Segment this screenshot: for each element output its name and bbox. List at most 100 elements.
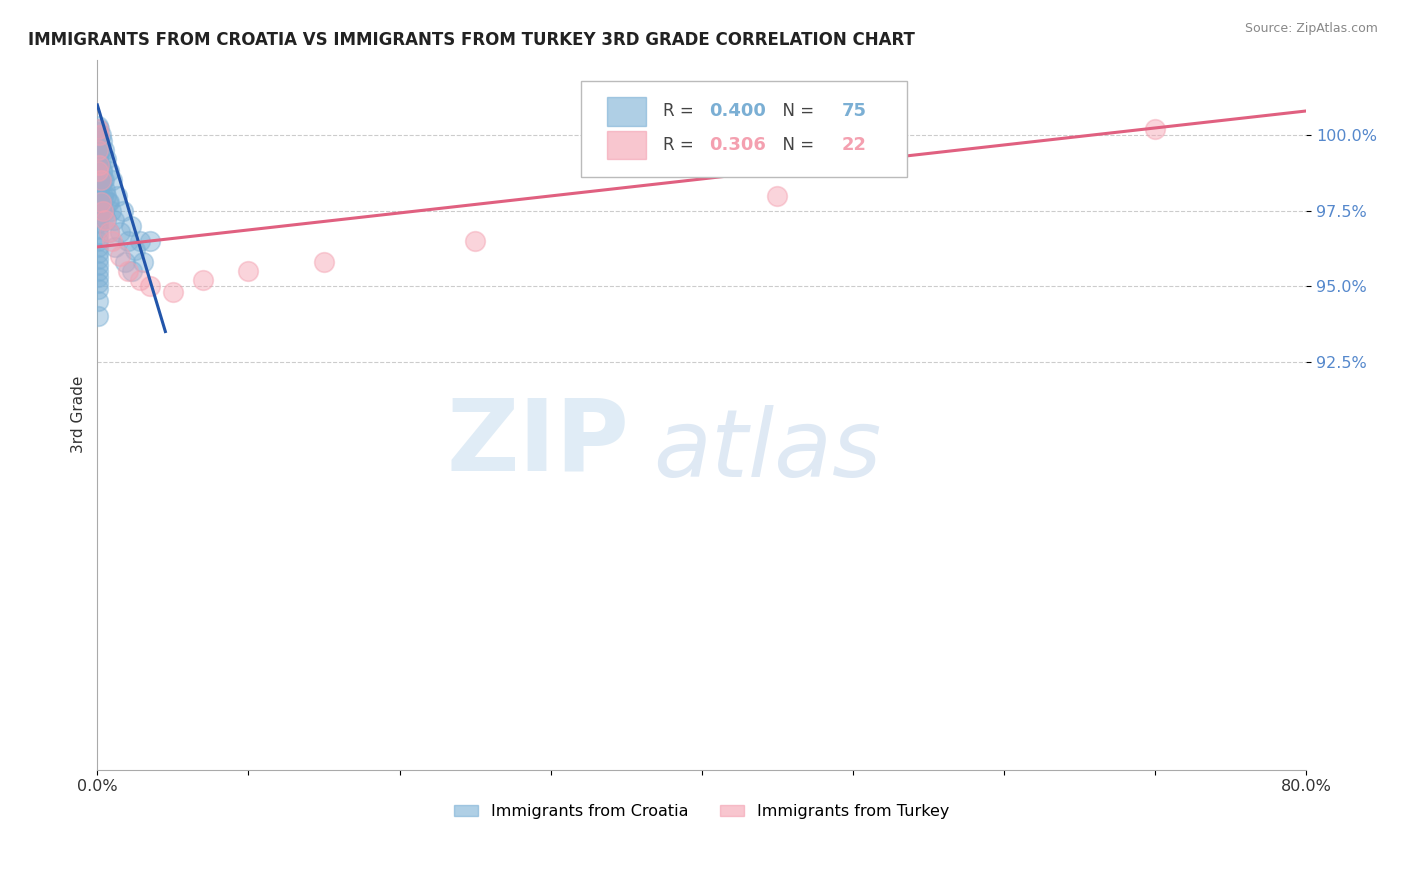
Point: [108, 225, 131, 239]
Point: [89, 194, 111, 209]
Point: [90, 128, 112, 142]
Point: [87, 119, 110, 133]
Point: [87, 203, 110, 218]
Point: [93, 173, 115, 187]
Point: [87, 143, 110, 157]
Point: [91, 173, 114, 187]
Point: [89, 207, 111, 221]
Point: [117, 264, 139, 278]
Point: [128, 273, 150, 287]
Point: [91, 164, 114, 178]
Point: [87, 149, 110, 163]
Point: [90, 164, 112, 178]
Point: [87, 173, 110, 187]
Point: [89, 170, 111, 185]
Point: [87, 234, 110, 248]
Y-axis label: 3rd Grade: 3rd Grade: [72, 376, 86, 453]
Text: R =: R =: [664, 103, 699, 120]
Point: [464, 234, 486, 248]
Point: [94, 212, 117, 227]
Point: [93, 203, 115, 218]
Point: [101, 234, 124, 248]
Point: [89, 143, 111, 157]
Point: [87, 125, 110, 139]
Point: [120, 219, 142, 233]
Point: [87, 210, 110, 224]
Point: [312, 255, 335, 269]
Point: [90, 173, 112, 187]
Point: [94, 182, 117, 196]
Point: [91, 203, 114, 218]
Point: [97, 225, 120, 239]
Point: [121, 264, 143, 278]
Point: [93, 143, 115, 157]
Text: atlas: atlas: [654, 405, 882, 496]
Point: [90, 201, 112, 215]
Point: [89, 158, 111, 172]
Text: R =: R =: [664, 136, 699, 153]
Point: [90, 173, 112, 187]
Point: [87, 216, 110, 230]
Point: [89, 128, 111, 142]
Point: [87, 227, 110, 242]
Point: [112, 203, 135, 218]
Point: [94, 212, 117, 227]
Point: [89, 158, 111, 172]
Point: [87, 131, 110, 145]
Point: [87, 192, 110, 206]
Point: [87, 179, 110, 194]
Point: [89, 122, 111, 136]
Point: [90, 177, 112, 191]
Point: [124, 243, 146, 257]
Point: [87, 137, 110, 152]
Point: [87, 246, 110, 260]
Point: [114, 255, 136, 269]
Point: [128, 234, 150, 248]
Point: [87, 122, 110, 136]
Point: [105, 188, 128, 202]
Point: [103, 212, 125, 227]
Text: ZIP: ZIP: [446, 394, 630, 491]
Point: [90, 153, 112, 167]
Bar: [607, 97, 647, 126]
Point: [87, 164, 110, 178]
Point: [87, 240, 110, 254]
Point: [131, 255, 153, 269]
Point: [87, 186, 110, 200]
Point: [90, 194, 112, 209]
Point: [89, 182, 111, 196]
Point: [87, 161, 110, 176]
Text: Source: ZipAtlas.com: Source: ZipAtlas.com: [1244, 22, 1378, 36]
Point: [104, 240, 127, 254]
Point: [238, 264, 260, 278]
Point: [97, 194, 120, 209]
Point: [100, 203, 122, 218]
Text: 22: 22: [842, 136, 868, 153]
Text: N =: N =: [772, 136, 820, 153]
Point: [87, 252, 110, 266]
Point: [87, 276, 110, 290]
Text: 0.400: 0.400: [709, 103, 766, 120]
Point: [108, 249, 131, 263]
Point: [101, 173, 124, 187]
Point: [139, 279, 162, 293]
Legend: Immigrants from Croatia, Immigrants from Turkey: Immigrants from Croatia, Immigrants from…: [447, 797, 956, 826]
Text: 75: 75: [842, 103, 868, 120]
Point: [139, 234, 162, 248]
Point: [87, 168, 110, 182]
Text: 0.306: 0.306: [709, 136, 766, 153]
Point: [98, 194, 121, 209]
Point: [98, 164, 121, 178]
FancyBboxPatch shape: [581, 81, 907, 177]
Point: [1144, 122, 1167, 136]
Point: [89, 134, 111, 148]
Point: [96, 188, 118, 202]
Bar: [607, 130, 647, 159]
Point: [89, 146, 111, 161]
Point: [87, 258, 110, 272]
Point: [191, 273, 214, 287]
Point: [87, 310, 110, 324]
Point: [87, 197, 110, 211]
Point: [96, 153, 118, 167]
Point: [87, 264, 110, 278]
